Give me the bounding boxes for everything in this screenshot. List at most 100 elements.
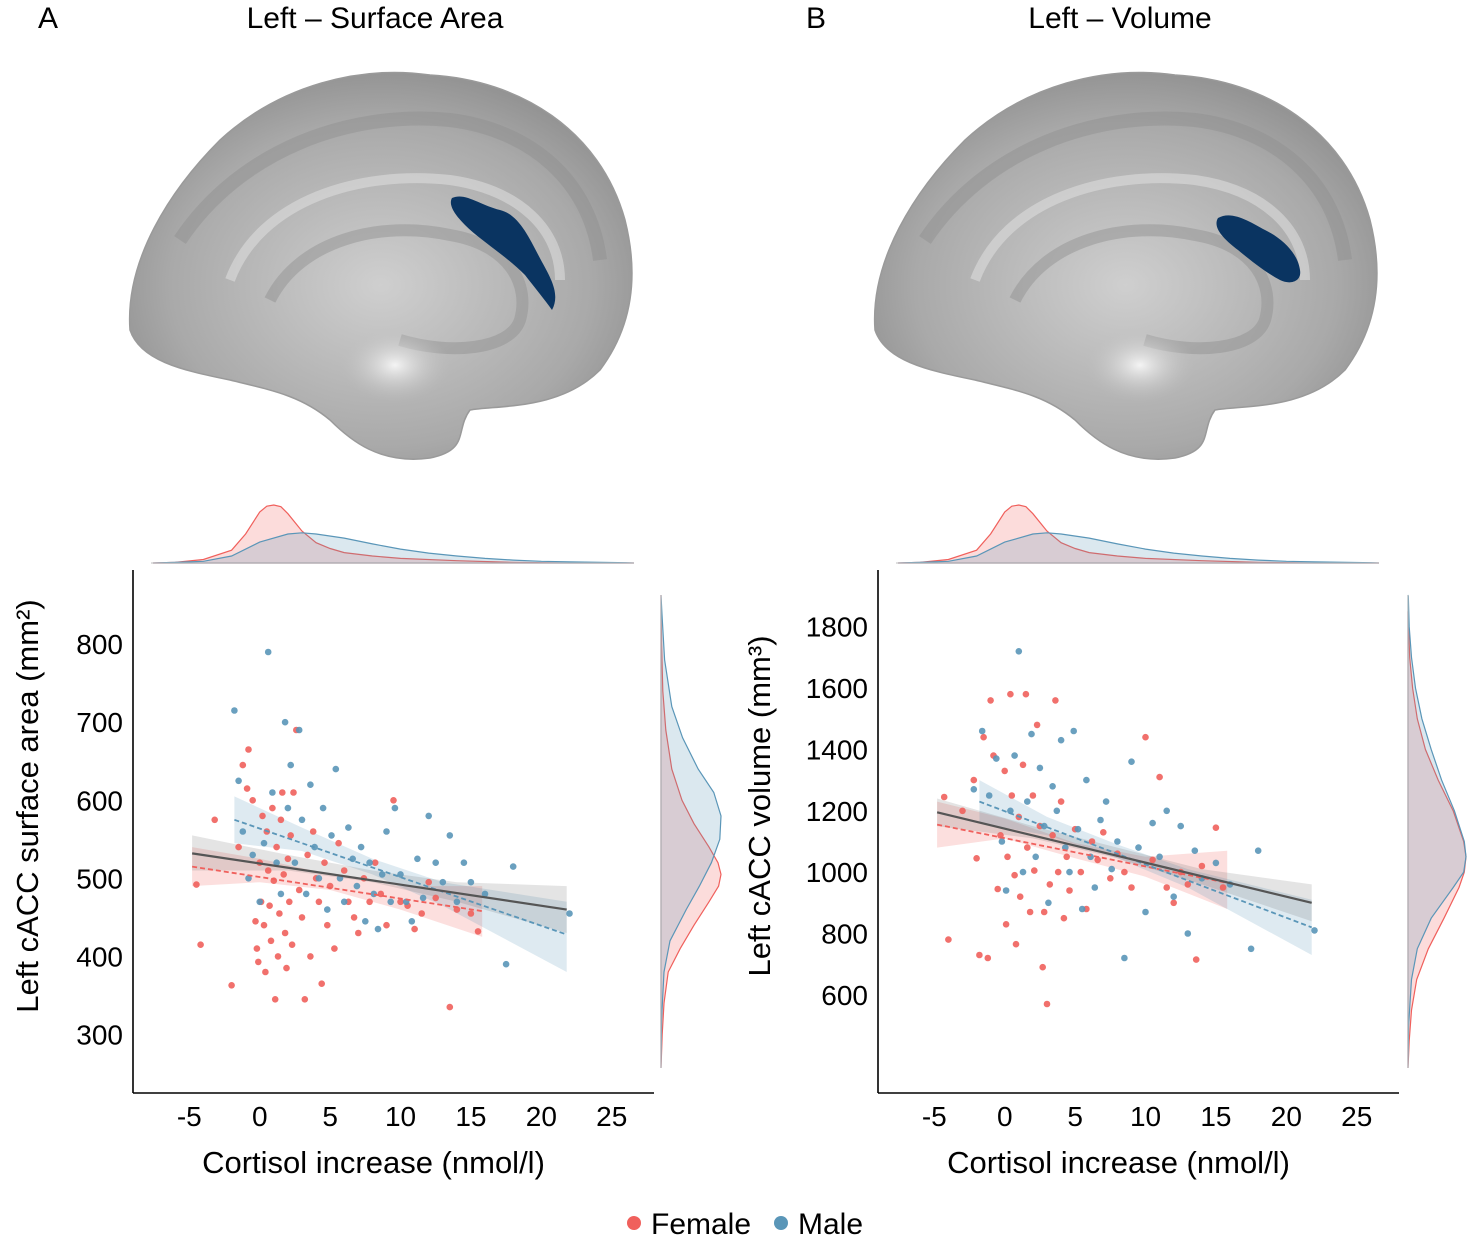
data-point <box>331 945 338 952</box>
data-point <box>302 890 310 898</box>
density-curve-y-female <box>660 595 722 1069</box>
data-point <box>249 797 256 804</box>
data-point <box>295 886 303 894</box>
data-point <box>1007 807 1014 815</box>
highlight-region <box>450 196 556 310</box>
data-point <box>340 867 348 874</box>
x-tick-label: -5 <box>922 1101 947 1132</box>
x-axis-title: Cortisol increase (nmol/l) <box>947 1145 1290 1180</box>
data-point <box>1170 893 1177 900</box>
data-point <box>980 733 987 741</box>
data-point <box>1170 899 1177 907</box>
y-tick-label: 1600 <box>806 673 868 704</box>
data-point <box>281 929 289 937</box>
scatter-chart-b: -5 0 5 10 15 20 25 600 800 1000 1200 1400 1600 1800 Co… <box>742 504 1467 1180</box>
panel-letter-b: B <box>806 2 826 35</box>
data-point <box>307 781 314 788</box>
y-tick-label: 800 <box>76 629 123 660</box>
x-tick-label: 10 <box>1130 1101 1161 1132</box>
data-point <box>277 816 285 824</box>
data-point <box>959 807 966 815</box>
fit-line-male <box>234 818 567 936</box>
data-point <box>1102 798 1110 805</box>
data-point <box>1026 908 1034 916</box>
fit-line-female <box>192 865 483 913</box>
data-point <box>243 785 251 792</box>
legend-label-female: Female <box>651 1208 751 1237</box>
data-point <box>279 789 286 796</box>
data-point <box>1198 862 1206 870</box>
data-point <box>390 797 397 804</box>
data-point <box>1107 875 1114 882</box>
data-point <box>253 945 261 952</box>
data-point <box>1049 832 1056 839</box>
data-point <box>1046 881 1054 888</box>
data-point <box>350 914 358 921</box>
data-point <box>987 697 994 704</box>
data-point <box>474 928 482 935</box>
data-point <box>984 954 992 962</box>
y-axis-title: Left cACC volume (mm³) <box>742 635 777 976</box>
data-point <box>1184 930 1192 937</box>
data-point <box>362 918 369 925</box>
data-point <box>1024 798 1031 805</box>
brain-surface-image-b <box>873 71 1378 460</box>
data-point <box>383 921 390 929</box>
data-point <box>1142 908 1149 916</box>
x-tick-label: 25 <box>1341 1101 1372 1132</box>
data-point <box>1212 824 1220 831</box>
data-point <box>1114 838 1121 845</box>
data-point <box>453 906 461 913</box>
y-tick-label: 1000 <box>806 857 868 888</box>
data-point <box>1004 853 1011 861</box>
top-density-plot <box>896 504 1380 564</box>
data-point <box>467 878 475 886</box>
data-point <box>273 843 280 851</box>
data-point <box>1002 921 1010 928</box>
data-point <box>1121 954 1128 962</box>
data-point <box>1078 905 1086 913</box>
data-point <box>408 918 416 925</box>
data-point <box>281 718 289 726</box>
legend-marker-male <box>774 1216 788 1230</box>
data-point <box>1043 1000 1051 1008</box>
data-point <box>425 878 433 886</box>
data-point <box>1184 881 1192 888</box>
data-point <box>298 816 306 824</box>
data-point <box>319 804 327 812</box>
top-density-plot <box>151 504 635 564</box>
ci-band-female <box>192 847 483 937</box>
data-point <box>1052 697 1059 704</box>
data-point <box>945 936 952 943</box>
data-point <box>467 910 475 917</box>
data-point <box>453 898 461 906</box>
data-point <box>286 898 293 906</box>
data-point <box>978 727 986 735</box>
data-point <box>271 996 279 1003</box>
panel-title-a: Left – Surface Area <box>247 2 504 35</box>
data-point <box>1163 884 1170 891</box>
data-point <box>374 925 382 933</box>
data-point <box>324 906 331 913</box>
data-point <box>1045 899 1052 907</box>
data-point <box>324 921 331 929</box>
series-male <box>231 648 573 968</box>
data-point <box>295 726 303 734</box>
data-point <box>439 878 447 886</box>
data-point <box>432 859 440 866</box>
data-point <box>1311 927 1318 934</box>
data-point <box>391 804 399 812</box>
data-point <box>345 824 352 831</box>
data-point <box>366 898 373 906</box>
data-point <box>366 859 373 866</box>
data-point <box>287 761 295 769</box>
data-point <box>1019 761 1027 769</box>
x-tick-label: 0 <box>997 1101 1013 1132</box>
data-point <box>276 910 283 917</box>
data-point <box>269 789 276 796</box>
data-point <box>284 855 292 863</box>
data-point <box>262 968 269 976</box>
data-point <box>1070 727 1077 735</box>
data-point <box>502 960 510 968</box>
data-point <box>1057 798 1065 805</box>
